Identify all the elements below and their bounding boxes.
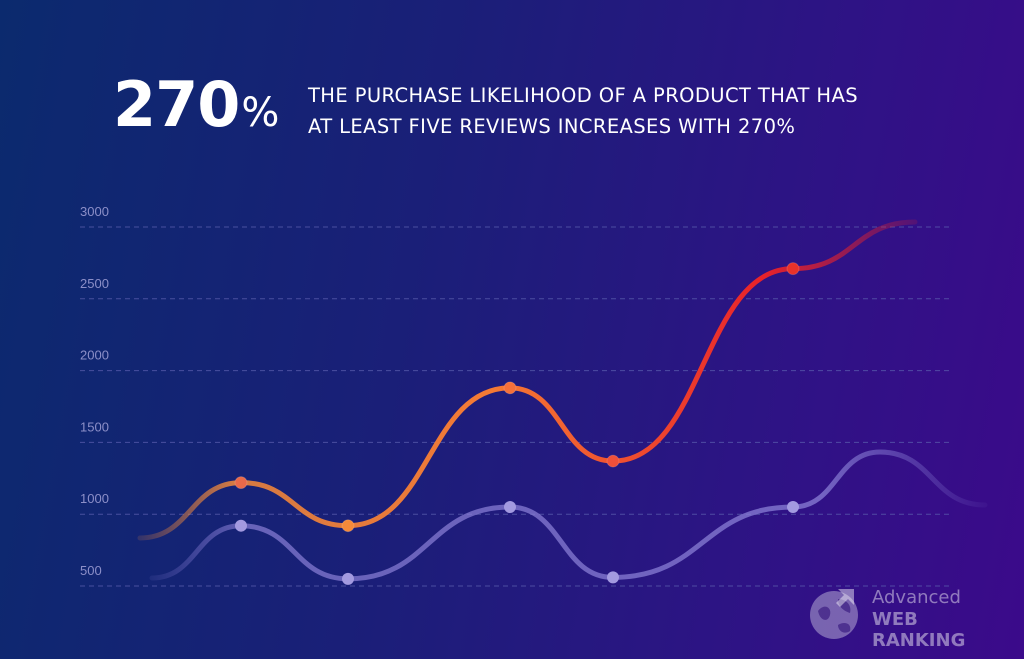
brand-logo: Advanced WEB RANKING <box>808 583 1013 651</box>
logo-text-advanced: Advanced <box>872 587 961 608</box>
data-point-primary <box>503 381 517 395</box>
headline-line-2: AT LEAST FIVE REVIEWS INCREASES WITH 270… <box>308 115 796 138</box>
points-layer <box>234 262 800 585</box>
data-point-secondary <box>235 519 247 532</box>
data-point-secondary <box>607 571 619 584</box>
y-tick-label: 1500 <box>80 419 109 434</box>
data-point-primary <box>234 476 248 490</box>
series-layer <box>137 219 988 582</box>
globe-logo-icon <box>810 589 858 639</box>
data-point-secondary <box>787 501 799 514</box>
y-tick-label: 3000 <box>80 204 109 219</box>
headline-line-1: THE PURCHASE LIKELIHOOD OF A PRODUCT THA… <box>308 84 858 107</box>
data-point-primary <box>786 262 800 276</box>
y-tick-label: 1000 <box>80 491 109 506</box>
y-tick-label: 2500 <box>80 276 109 291</box>
series-line-secondary <box>149 449 988 582</box>
y-tick-label: 2000 <box>80 348 109 363</box>
logo-text-web-ranking: WEB RANKING <box>872 609 966 651</box>
y-tick-label: 500 <box>80 563 102 578</box>
grid-layer: 3000 2500 2000 1500 1000 500 <box>80 204 950 587</box>
data-point-primary <box>606 454 620 468</box>
stat-unit: % <box>241 90 280 136</box>
headline-stat: 270% <box>113 74 279 136</box>
headline-text: THE PURCHASE LIKELIHOOD OF A PRODUCT THA… <box>308 80 948 142</box>
stat-number: 270 <box>113 68 240 141</box>
data-point-primary <box>341 519 355 533</box>
data-point-secondary <box>342 572 354 585</box>
data-point-secondary <box>504 501 516 514</box>
